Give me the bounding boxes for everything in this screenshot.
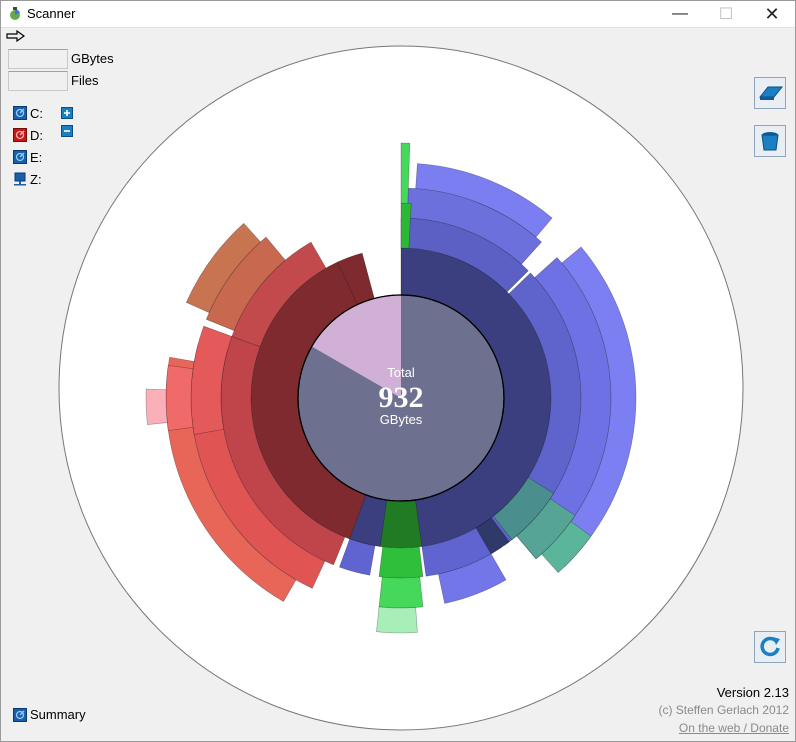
summary-icon <box>13 707 27 722</box>
chart-segment[interactable] <box>190 325 233 435</box>
minus-icon[interactable] <box>61 125 73 137</box>
drive-icon <box>13 128 27 142</box>
arrow-right-icon[interactable] <box>5 29 27 43</box>
files-field <box>8 71 68 91</box>
chart-center[interactable]: Total 932 GBytes <box>297 294 505 502</box>
eraser-icon[interactable] <box>754 77 786 109</box>
sunburst-chart[interactable]: Total 932 GBytes <box>56 43 746 733</box>
center-slice <box>311 295 401 398</box>
refresh-icon[interactable] <box>754 631 786 663</box>
files-label: Files <box>71 73 99 88</box>
chart-segment[interactable] <box>376 606 418 634</box>
summary-label: Summary <box>30 707 86 722</box>
window-title: Scanner <box>27 6 76 21</box>
chart-segment[interactable] <box>438 553 507 604</box>
drive-c[interactable]: C: <box>13 105 43 121</box>
chart-segment[interactable] <box>145 388 168 425</box>
drive-icon <box>13 150 27 164</box>
chart-segment[interactable] <box>378 576 424 609</box>
drive-d[interactable]: D: <box>13 127 43 143</box>
chart-segment[interactable] <box>516 257 612 560</box>
chart-segment[interactable] <box>475 517 510 555</box>
gbytes-field <box>8 49 68 69</box>
minimize-button[interactable]: — <box>672 5 688 22</box>
chart-segment[interactable] <box>339 538 376 576</box>
drive-e[interactable]: E: <box>13 149 42 165</box>
chart-segment[interactable] <box>400 142 411 204</box>
chart-segment[interactable] <box>165 364 194 432</box>
center-top-label: Total <box>387 365 415 380</box>
chart-segment[interactable] <box>415 163 553 238</box>
chart-segment[interactable] <box>516 498 576 560</box>
chart-segment[interactable] <box>406 187 542 265</box>
copyright-text: (c) Steffen Gerlach 2012 <box>658 703 789 717</box>
drive-label: D: <box>30 127 43 143</box>
chart-segment[interactable] <box>231 241 327 348</box>
title-bar: Scanner — ☐ ✕ <box>1 1 795 28</box>
segment-green-main[interactable] <box>379 499 423 549</box>
gbytes-label: GBytes <box>71 51 114 66</box>
web-donate-link[interactable]: On the web / Donate <box>678 721 789 735</box>
chart-segment[interactable] <box>378 546 424 579</box>
chart-segment[interactable] <box>541 521 592 574</box>
center-value: 932 <box>379 381 424 414</box>
maximize-button[interactable]: ☐ <box>718 6 734 23</box>
scanner-app-icon <box>10 7 20 20</box>
plus-icon[interactable] <box>61 107 73 119</box>
chart-segment[interactable] <box>400 202 412 249</box>
chart-segments <box>145 142 637 634</box>
summary-button[interactable]: Summary <box>13 707 86 722</box>
drive-label: C: <box>30 105 43 121</box>
chart-segment[interactable] <box>400 217 529 293</box>
drive-z[interactable]: Z: <box>13 171 42 187</box>
network-drive-icon <box>14 172 26 186</box>
recycle-bin-icon[interactable] <box>754 125 786 157</box>
version-text: Version 2.13 <box>716 685 789 700</box>
chart-segment[interactable] <box>205 236 286 331</box>
center-unit: GBytes <box>380 412 423 427</box>
drive-label: E: <box>30 149 43 165</box>
drive-icon <box>13 106 27 120</box>
drive-label: Z: <box>30 171 42 187</box>
chart-segment[interactable] <box>185 222 261 313</box>
close-button[interactable]: ✕ <box>764 3 780 24</box>
